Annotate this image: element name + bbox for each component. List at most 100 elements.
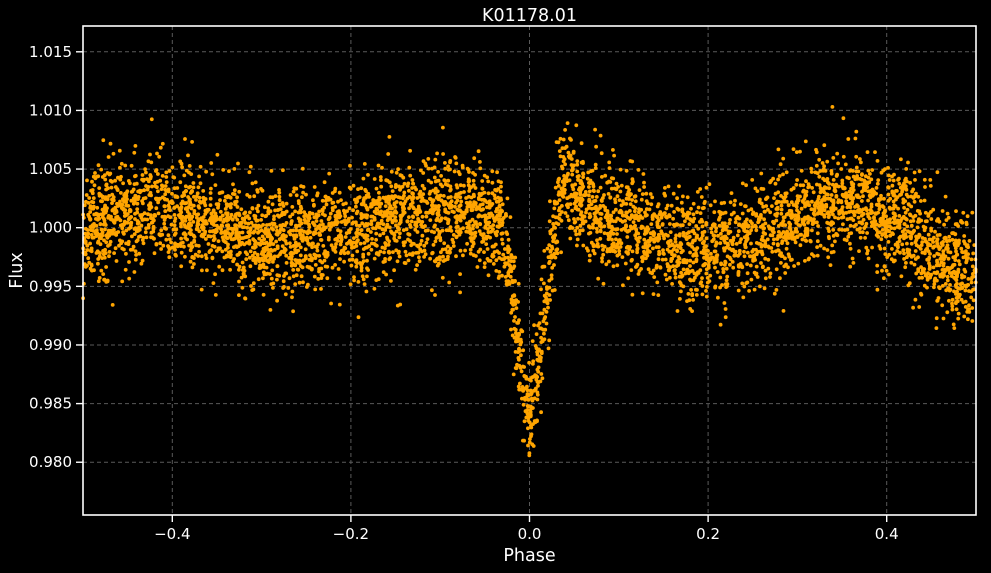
- data-point: [464, 200, 469, 205]
- data-point: [822, 164, 826, 169]
- data-point: [152, 218, 156, 223]
- data-point: [746, 208, 751, 213]
- data-point: [514, 366, 519, 371]
- data-point: [435, 216, 440, 221]
- data-point: [651, 268, 656, 273]
- data-point: [861, 217, 866, 222]
- data-point: [754, 228, 759, 233]
- data-point: [305, 235, 309, 240]
- data-point: [768, 271, 773, 276]
- data-point: [218, 217, 223, 222]
- data-point: [195, 191, 200, 196]
- data-point: [360, 221, 365, 226]
- data-point: [736, 288, 741, 293]
- data-point: [385, 218, 390, 223]
- data-point: [772, 291, 777, 296]
- data-point: [758, 284, 762, 289]
- data-point: [545, 301, 550, 306]
- data-point: [293, 282, 298, 286]
- data-point: [372, 256, 377, 261]
- data-point: [155, 196, 160, 201]
- data-point: [587, 185, 591, 189]
- data-point: [672, 254, 676, 258]
- data-point: [300, 236, 304, 241]
- data-point: [359, 268, 364, 273]
- data-point: [688, 277, 692, 282]
- data-point: [672, 268, 677, 273]
- data-point: [319, 219, 324, 223]
- data-point: [829, 223, 834, 227]
- data-point: [392, 233, 397, 238]
- data-point: [219, 230, 224, 235]
- data-point: [277, 273, 282, 278]
- data-point: [663, 257, 668, 262]
- data-point: [183, 189, 188, 194]
- data-point: [866, 175, 871, 180]
- data-point: [178, 180, 183, 185]
- data-point: [853, 136, 858, 141]
- data-point: [553, 185, 558, 190]
- data-point: [167, 255, 172, 260]
- data-point: [336, 267, 341, 271]
- data-point: [476, 196, 481, 200]
- data-point: [722, 248, 727, 253]
- data-point: [197, 195, 202, 200]
- data-point: [711, 233, 716, 238]
- data-point: [523, 386, 528, 391]
- data-point: [361, 255, 366, 259]
- data-point: [356, 315, 361, 320]
- data-point: [515, 321, 520, 325]
- data-point: [750, 254, 755, 259]
- data-point: [439, 250, 443, 255]
- data-point: [201, 226, 206, 231]
- data-point: [154, 242, 159, 247]
- data-point: [667, 268, 672, 273]
- data-point: [401, 196, 405, 201]
- data-point: [272, 217, 276, 222]
- data-point: [611, 231, 616, 236]
- data-point: [91, 235, 96, 240]
- data-point: [105, 235, 110, 240]
- data-point: [270, 256, 275, 260]
- data-point: [833, 215, 837, 220]
- data-point: [231, 182, 235, 187]
- data-point: [501, 252, 506, 257]
- data-point: [962, 314, 967, 319]
- data-point: [420, 233, 425, 238]
- data-point: [586, 248, 590, 253]
- data-point: [658, 265, 663, 269]
- data-point: [398, 302, 403, 307]
- data-point: [795, 234, 800, 239]
- data-point: [573, 182, 578, 187]
- data-point: [598, 236, 603, 241]
- data-point: [628, 209, 632, 213]
- data-point: [817, 183, 822, 188]
- data-point: [860, 230, 865, 235]
- data-point: [521, 402, 526, 407]
- data-point: [432, 175, 437, 180]
- data-point: [659, 229, 664, 234]
- data-point: [900, 229, 905, 234]
- data-point: [210, 255, 215, 260]
- data-point: [677, 233, 682, 238]
- data-point: [123, 163, 128, 168]
- data-point: [609, 186, 614, 191]
- data-point: [612, 153, 616, 158]
- data-point: [407, 195, 412, 199]
- data-point: [591, 225, 595, 230]
- data-point: [875, 263, 880, 268]
- data-point: [641, 172, 646, 176]
- data-point: [512, 335, 517, 340]
- data-point: [324, 202, 329, 207]
- data-point: [401, 212, 405, 217]
- data-point: [384, 243, 388, 248]
- data-point: [630, 177, 635, 182]
- data-point: [837, 227, 842, 232]
- data-point: [898, 250, 902, 255]
- data-point: [91, 200, 96, 205]
- data-point: [112, 251, 116, 256]
- data-point: [92, 268, 96, 273]
- data-point: [774, 267, 779, 272]
- data-point: [393, 209, 398, 213]
- data-point: [208, 196, 213, 201]
